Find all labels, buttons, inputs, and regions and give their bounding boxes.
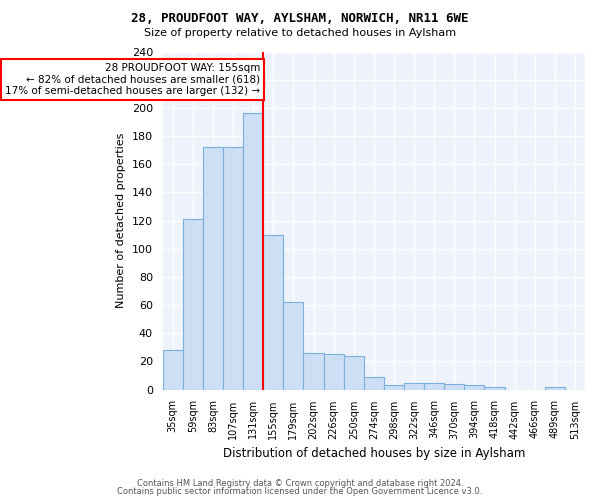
X-axis label: Distribution of detached houses by size in Aylsham: Distribution of detached houses by size … [223,447,525,460]
Bar [464,386,484,390]
Bar [163,350,183,390]
Bar [323,354,344,390]
Text: Size of property relative to detached houses in Aylsham: Size of property relative to detached ho… [144,28,456,38]
Bar [424,382,444,390]
Bar [183,219,203,390]
Bar [223,148,243,390]
Text: 28 PROUDFOOT WAY: 155sqm
← 82% of detached houses are smaller (618)
17% of semi-: 28 PROUDFOOT WAY: 155sqm ← 82% of detach… [5,63,260,96]
Bar [484,387,505,390]
Text: Contains HM Land Registry data © Crown copyright and database right 2024.: Contains HM Land Registry data © Crown c… [137,478,463,488]
Bar [304,353,323,390]
Bar [364,377,384,390]
Bar [203,148,223,390]
Y-axis label: Number of detached properties: Number of detached properties [116,133,126,308]
Bar [263,234,283,390]
Bar [344,356,364,390]
Text: 28, PROUDFOOT WAY, AYLSHAM, NORWICH, NR11 6WE: 28, PROUDFOOT WAY, AYLSHAM, NORWICH, NR1… [131,12,469,26]
Bar [444,384,464,390]
Bar [384,386,404,390]
Bar [283,302,304,390]
Bar [243,114,263,390]
Bar [404,382,424,390]
Text: Contains public sector information licensed under the Open Government Licence v3: Contains public sector information licen… [118,487,482,496]
Bar [545,387,565,390]
